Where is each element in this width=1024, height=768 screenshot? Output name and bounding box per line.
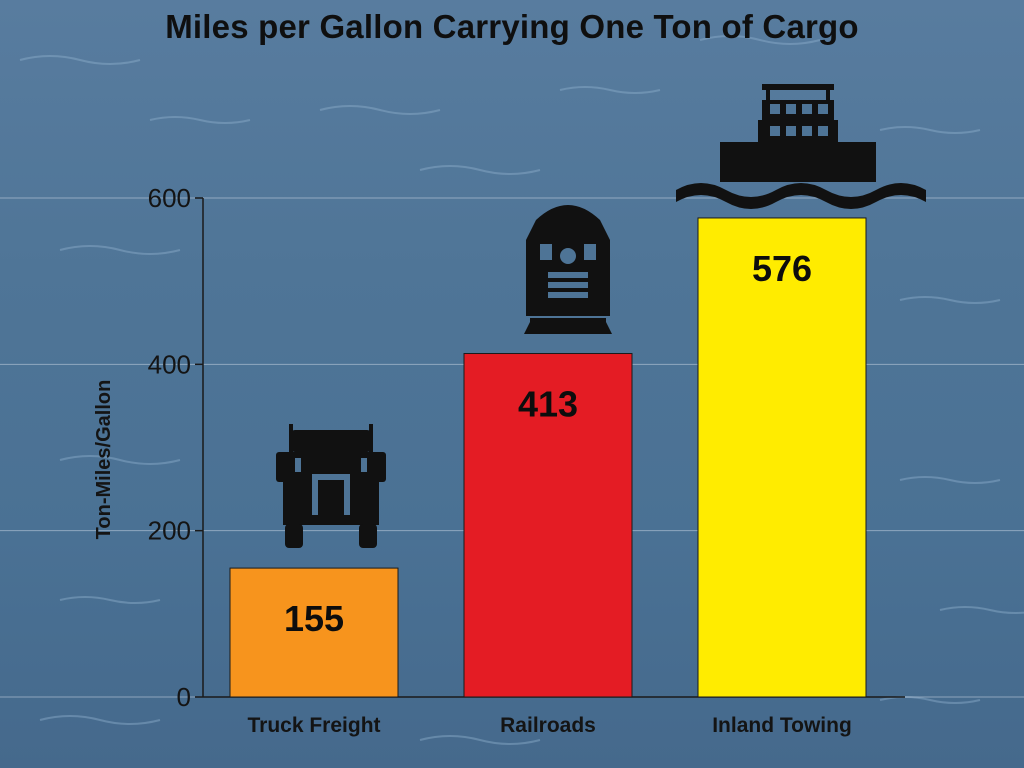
y-axis-label: Ton-Miles/Gallon (93, 380, 115, 540)
bar (229, 567, 399, 698)
x-category-label: Truck Freight (247, 714, 380, 737)
labels: 0 200 400 600 Ton-Miles/Gallon 155 Truck Freig… (93, 183, 852, 737)
locomotive-icon (524, 205, 612, 334)
truck-icon (276, 424, 386, 548)
y-tick-label: 600 (148, 183, 191, 213)
bar-value-label: 576 (752, 248, 812, 289)
x-category-label: Inland Towing (712, 714, 852, 737)
bar-value-label: 155 (284, 598, 344, 639)
y-tick-label: 0 (177, 682, 191, 712)
bar (463, 353, 633, 698)
y-tick-label: 200 (148, 516, 191, 546)
bars (229, 217, 867, 698)
y-tick-label: 400 (148, 349, 191, 379)
bar-value-label: 413 (518, 384, 578, 425)
towboat-icon (676, 84, 926, 209)
bar (697, 217, 867, 698)
x-category-label: Railroads (500, 714, 596, 737)
chart-title: Miles per Gallon Carrying One Ton of Car… (165, 8, 859, 45)
